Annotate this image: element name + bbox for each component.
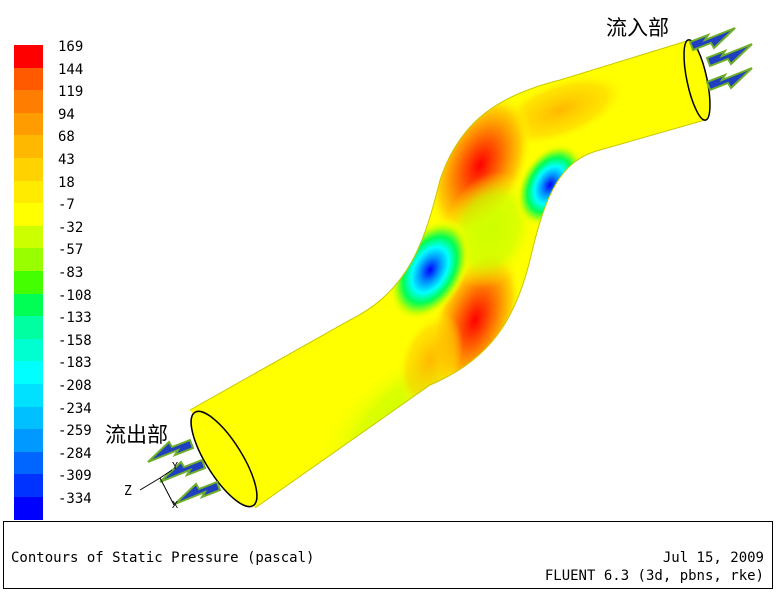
axis-z-label: Z xyxy=(124,484,132,499)
pipe-outline xyxy=(189,39,706,509)
legend-swatch xyxy=(14,338,43,362)
legend-swatch xyxy=(14,451,43,475)
legend-label: 144 xyxy=(58,61,84,78)
pipe-diagram xyxy=(139,27,753,509)
plot-date: Jul 15, 2009 xyxy=(662,550,764,566)
legend-label: -334 xyxy=(58,491,92,507)
legend-label: -234 xyxy=(58,400,92,417)
legend-swatch xyxy=(14,429,43,453)
legend-label: 68 xyxy=(58,129,75,146)
legend-label: 43 xyxy=(58,152,75,168)
info-footer: Contours of Static Pressure (pascal) Jul… xyxy=(3,521,773,589)
legend-label: -259 xyxy=(58,423,92,440)
legend-label: 94 xyxy=(58,106,75,123)
axis-x-label: X xyxy=(172,500,179,511)
legend-swatch xyxy=(14,271,43,294)
legend-swatch xyxy=(14,474,43,498)
legend-label: -208 xyxy=(58,378,92,394)
inlet-arrow-2 xyxy=(705,43,753,68)
legend-swatch xyxy=(14,293,43,317)
legend-label: 119 xyxy=(58,84,84,101)
pipe-body xyxy=(190,40,705,508)
legend-label: 169 xyxy=(58,39,84,55)
legend-swatch xyxy=(14,135,43,159)
legend-swatch xyxy=(14,225,43,249)
outlet-arrows xyxy=(147,438,222,505)
legend-swatch xyxy=(14,406,43,430)
outlet-arrow-2 xyxy=(159,458,207,483)
outlet-arrow-1 xyxy=(147,438,195,463)
contour-view: 169 144 119 94 68 43 18 -7 -32 -57 -83 -108 -133 -158… xyxy=(14,16,753,520)
legend-swatch xyxy=(14,90,43,114)
legend-swatch xyxy=(14,248,43,272)
legend-label: -158 xyxy=(58,332,92,349)
legend-swatch xyxy=(14,316,43,340)
plot-title: Contours of Static Pressure (pascal) xyxy=(11,550,315,566)
legend-label: 18 xyxy=(58,174,75,191)
legend-swatch xyxy=(14,497,43,520)
outlet-arrow-3 xyxy=(174,480,222,505)
legend-swatch xyxy=(14,67,43,91)
legend-swatch xyxy=(14,158,43,181)
legend-swatch xyxy=(14,45,43,68)
legend-label: -284 xyxy=(58,445,92,462)
inlet-arrow-1 xyxy=(688,27,736,52)
solver-info: FLUENT 6.3 (3d, pbns, rke) xyxy=(544,568,764,584)
inlet-arrow-3 xyxy=(705,67,753,92)
outlet-face xyxy=(190,410,258,508)
inlet-label: 流入部 xyxy=(606,16,669,40)
legend-swatch xyxy=(14,180,43,204)
legend-swatch xyxy=(14,361,43,385)
legend-label: -309 xyxy=(58,468,92,485)
outlet-label: 流出部 xyxy=(105,423,168,447)
legend-label: -7 xyxy=(58,197,75,214)
inlet-face xyxy=(683,39,711,121)
legend-label: -133 xyxy=(58,310,92,327)
legend-swatch xyxy=(14,203,43,227)
legend-label: -183 xyxy=(58,355,92,372)
legend-swatch xyxy=(14,384,43,407)
legend-swatch xyxy=(14,112,43,136)
legend-label: -108 xyxy=(58,287,92,304)
inlet-arrows xyxy=(688,27,753,92)
axis-y-label: Y xyxy=(172,461,179,472)
legend-label: -57 xyxy=(58,242,84,259)
legend-label: -32 xyxy=(58,219,84,236)
axis-triad xyxy=(139,469,175,506)
legend-label: -83 xyxy=(58,265,84,281)
